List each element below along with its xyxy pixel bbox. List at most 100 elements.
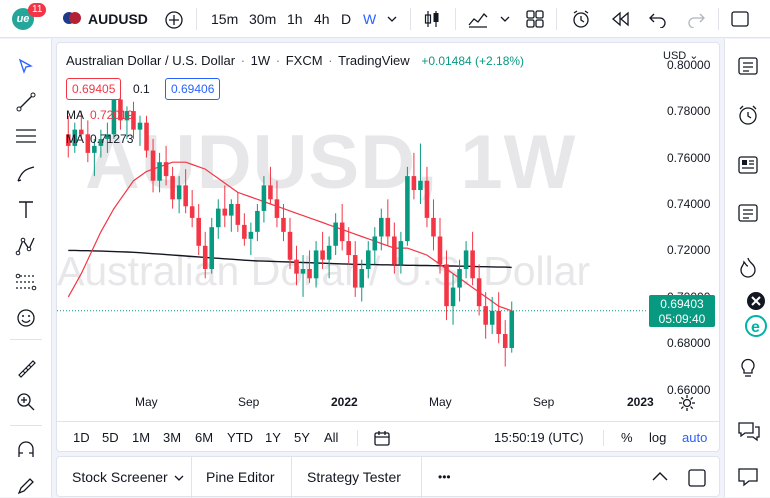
layout-grid-icon[interactable] [525,9,545,29]
candle-body [313,250,319,279]
range-3m[interactable]: 3M [163,430,182,445]
chat-e-icon[interactable]: e [740,289,770,341]
chats-icon[interactable] [736,419,762,443]
log-scale-toggle[interactable]: log [649,430,667,445]
streams-icon[interactable] [736,465,762,489]
alarm-clock-icon[interactable] [736,103,760,127]
chart-legend: Australian Dollar / U.S. Dollar · 1W · F… [66,53,525,68]
price-tick-label: 0.68000 [667,336,711,351]
emoji-icon[interactable] [15,307,37,329]
interval-15m[interactable]: 15m [211,11,239,27]
time-tick-label: Sep [238,395,260,409]
candle-body [392,236,397,265]
range-ytd[interactable]: YTD [227,430,253,445]
magnet-icon[interactable] [15,439,37,461]
range-1m[interactable]: 1M [132,430,151,445]
candle-body [105,134,110,139]
time-tick-label: 2022 [331,395,358,409]
interval-1d[interactable]: D [341,11,352,27]
range-6m[interactable]: 6M [195,430,214,445]
interval-1w[interactable]: W [363,11,377,27]
go-to-date-calendar-icon[interactable] [373,429,391,447]
candle-body [398,241,404,265]
more-tabs-button[interactable]: ••• [438,470,451,484]
candlestick-chart[interactable] [57,43,720,421]
chevron-down-icon[interactable] [386,14,398,24]
indicators-icon[interactable] [467,9,489,29]
ruler-icon[interactable] [15,357,37,379]
candle-body [476,278,482,307]
trend-line-icon[interactable] [15,91,37,113]
candle-body [502,334,508,348]
range-all[interactable]: All [324,430,339,445]
range-1y[interactable]: 1Y [265,430,281,445]
auto-scale-toggle[interactable]: auto [682,430,708,445]
candle-body [379,217,384,237]
candle-body [189,206,195,218]
legend-change: +0.01484 (+2.18%) [421,54,525,68]
chart-pane[interactable]: AUDUSD, 1W Australian Dollar / U.S. Doll… [56,42,720,452]
hotlist-fire-icon[interactable] [736,255,760,279]
candle-body [131,111,136,130]
buy-price-button[interactable]: 0.69406 [165,78,221,100]
alert-clock-icon[interactable] [570,8,592,30]
pattern-tool-icon[interactable] [15,235,37,257]
maximize-panel-icon[interactable] [687,468,707,488]
calendar-list-icon[interactable] [736,201,760,225]
replay-icon[interactable] [610,10,630,28]
last-price-tag: 0.69403 05:09:40 [649,295,715,327]
candle-body [150,150,156,181]
percent-scale-toggle[interactable]: % [621,430,633,445]
tab-strategy-tester[interactable]: Strategy Tester [307,469,401,485]
candle-body [229,203,234,216]
cursor-icon[interactable] [15,57,35,77]
candle-body [437,236,443,265]
sell-price-button[interactable]: 0.69405 [66,78,122,100]
candle-body [372,236,378,251]
tab-stock-screener[interactable]: Stock Screener [72,469,168,485]
candle-body [242,224,247,239]
news-icon[interactable] [736,153,760,177]
undo-icon[interactable] [648,10,668,28]
bottom-panel-tabs: Stock Screener Pine Editor Strategy Test… [56,456,720,498]
time-tick-label: Sep [533,395,555,409]
text-tool-icon[interactable] [16,199,36,221]
brush-icon[interactable] [15,163,37,185]
range-5d[interactable]: 5D [102,430,119,445]
zoom-in-icon[interactable] [15,391,37,413]
tab-divider [421,457,422,498]
date-range-bar: 1D 5D 1M 3M 6M YTD 1Y 5Y All 15:50:19 (U… [57,421,719,451]
horizontal-lines-icon[interactable] [14,125,38,147]
tab-pine-editor[interactable]: Pine Editor [206,469,275,485]
candle-body [294,259,299,274]
chevron-down-icon[interactable] [173,473,185,483]
interval-4h[interactable]: 4h [314,11,330,27]
layout-panel-icon[interactable] [730,9,750,29]
chevron-down-icon[interactable] [499,14,511,24]
chart-settings-gear-icon[interactable] [677,393,697,413]
ma-fast-value: 0.72019 [90,108,134,122]
range-1d[interactable]: 1D [73,430,90,445]
candle-body [339,222,345,242]
order-quantity[interactable]: 0.1 [133,82,150,96]
ma-fast-legend[interactable]: MA 0.72019 [66,108,133,122]
ma-slow-legend[interactable]: MA 0.71273 [66,132,133,146]
measure-lines-icon[interactable] [14,271,38,293]
symbol-search-button[interactable]: AUDUSD [88,11,148,27]
interval-1h[interactable]: 1h [287,11,303,27]
range-5y[interactable]: 5Y [294,430,310,445]
tab-divider [291,457,292,498]
candle-body [274,199,280,218]
candle-body [222,208,228,216]
compare-add-icon[interactable] [164,10,184,30]
toolbar-divider [556,8,557,30]
ideas-bulb-icon[interactable] [736,355,760,379]
pencil-lock-icon[interactable] [15,475,37,497]
currency-selector[interactable]: USD ⌄ [663,50,699,62]
redo-icon[interactable] [686,10,706,28]
interval-30m[interactable]: 30m [249,11,277,27]
candles-chart-type-icon[interactable] [422,9,442,29]
watchlist-icon[interactable] [736,55,760,77]
chevron-up-icon[interactable] [651,469,669,485]
utc-clock[interactable]: 15:50:19 (UTC) [494,430,584,445]
